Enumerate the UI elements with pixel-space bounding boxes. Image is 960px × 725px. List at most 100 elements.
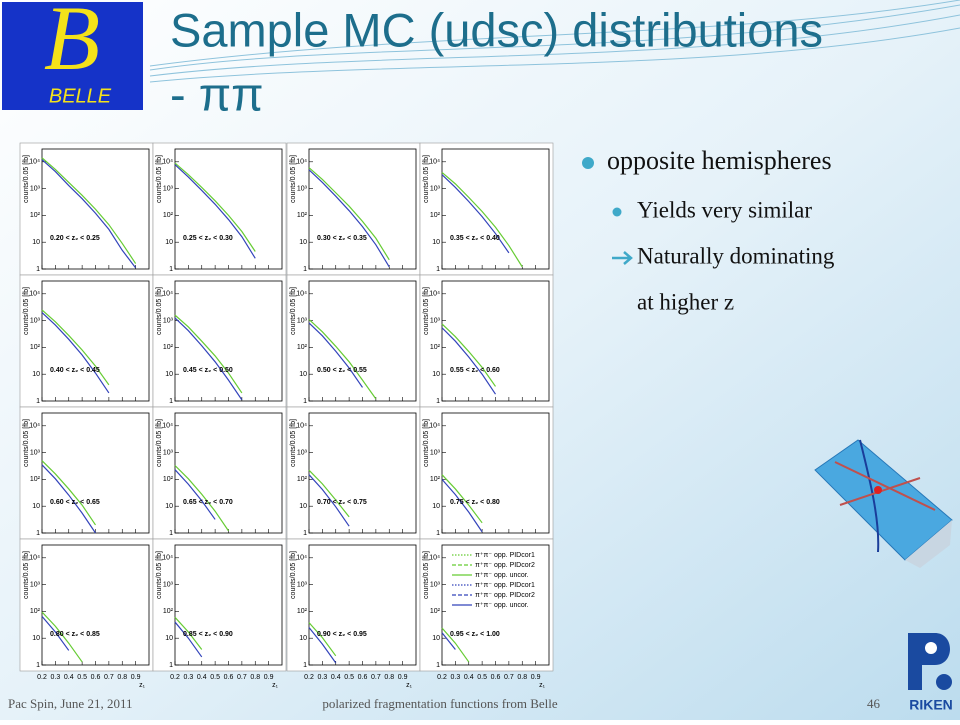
data-line — [441, 327, 496, 395]
y-tick-label: 1 — [169, 530, 173, 537]
y-tick-label: 10⁴ — [296, 555, 307, 562]
y-tick-label: 10³ — [30, 185, 41, 192]
y-tick-label: 10 — [32, 503, 40, 510]
y-tick-label: 10³ — [297, 449, 308, 456]
y-tick-label: 10² — [30, 212, 41, 219]
x-axis-label: z₁ — [139, 682, 146, 689]
y-tick-label: 1 — [169, 266, 173, 273]
y-axis-label: counts/0.05 [fb] — [423, 419, 430, 467]
y-tick-label: 10² — [297, 212, 308, 219]
x-tick-label: 0.9 — [398, 674, 408, 681]
y-tick-label: 10² — [430, 608, 441, 615]
y-axis-label: counts/0.05 [fb] — [290, 155, 297, 203]
x-axis-label: z₁ — [272, 682, 279, 689]
panel-label: 0.55 < z₂ < 0.60 — [450, 367, 500, 374]
y-tick-label: 10⁴ — [162, 555, 173, 562]
title: - ππ — [170, 67, 264, 120]
x-tick-label: 0.4 — [464, 674, 474, 681]
data-line — [174, 164, 256, 259]
y-axis-label: counts/0.05 [fb] — [423, 287, 430, 335]
y-tick-label: 10³ — [163, 449, 174, 456]
logo-text: BELLE — [49, 85, 112, 107]
panel-label: 0.85 < z₂ < 0.90 — [183, 631, 233, 638]
riken-text: RIKEN — [909, 697, 953, 713]
data-line — [174, 621, 203, 658]
y-tick-label: 10² — [297, 476, 308, 483]
y-tick-label: 10 — [299, 635, 307, 642]
data-line — [174, 465, 229, 532]
y-tick-label: 10³ — [297, 581, 308, 588]
plot-panel: 1 10 10² 10³ 10⁴ 0.2 0.3 0.4 0.5 0.6 0.7 0.8 0.9z₁ co… — [152, 538, 287, 689]
x-tick-label: 0.3 — [184, 674, 194, 681]
y-tick-label: 10⁴ — [429, 291, 440, 298]
y-tick-label: 10⁴ — [29, 423, 40, 430]
x-tick-label: 0.6 — [491, 674, 501, 681]
legend-label: π⁺π⁻ opp. PIDcor2 — [475, 592, 535, 599]
y-axis-label: counts/0.05 [fb] — [23, 155, 30, 203]
y-tick-label: 1 — [303, 398, 307, 405]
legend-label: π⁺π⁻ opp. uncor. — [475, 572, 529, 579]
y-tick-label: 1 — [436, 662, 440, 669]
data-line — [308, 469, 350, 518]
data-line — [41, 616, 70, 651]
bullet-dot — [612, 207, 622, 217]
belle-logo: B BELLE — [2, 0, 143, 110]
y-tick-label: 10⁴ — [29, 291, 40, 298]
y-tick-label: 10³ — [163, 185, 174, 192]
y-tick-label: 1 — [303, 530, 307, 537]
y-tick-label: 10⁴ — [29, 555, 40, 562]
y-tick-label: 1 — [36, 662, 40, 669]
panel-label: 0.80 < z₂ < 0.85 — [50, 631, 100, 638]
y-tick-label: 10³ — [430, 581, 441, 588]
legend-label: π⁺π⁻ opp. PIDcor2 — [475, 562, 535, 569]
data-line — [174, 314, 243, 394]
x-tick-label: 0.6 — [224, 674, 234, 681]
bullet-text: opposite hemispheres — [607, 146, 832, 175]
y-tick-label: 10 — [165, 503, 173, 510]
sub-bullet-text: at higher z — [637, 289, 734, 314]
data-line — [174, 616, 203, 650]
data-line — [308, 474, 350, 527]
data-line — [41, 611, 83, 663]
x-tick-label: 0.6 — [358, 674, 368, 681]
y-axis-label: counts/0.05 [fb] — [156, 155, 163, 203]
y-tick-label: 10 — [432, 635, 440, 642]
data-line — [441, 474, 483, 524]
y-tick-label: 10 — [432, 239, 440, 246]
panel-label: 0.35 < z₂ < 0.40 — [450, 235, 500, 242]
x-tick-label: 0.5 — [77, 674, 87, 681]
y-tick-label: 10² — [163, 344, 174, 351]
y-tick-label: 10² — [30, 608, 41, 615]
y-tick-label: 10³ — [430, 449, 441, 456]
y-tick-label: 10² — [297, 608, 308, 615]
x-tick-label: 0.6 — [91, 674, 101, 681]
plot-panel: 1 10 10² 10³ 10⁴ 0.2 0.3 0.4 0.5 0.6 0.7 0.8 0.9z₁ co… — [19, 538, 154, 689]
data-line — [441, 174, 510, 254]
y-tick-label: 10² — [163, 476, 174, 483]
y-tick-label: 10³ — [163, 317, 174, 324]
x-tick-label: 0.7 — [104, 674, 114, 681]
y-tick-label: 10⁴ — [296, 159, 307, 166]
x-tick-label: 0.5 — [344, 674, 354, 681]
data-line — [41, 460, 96, 526]
x-tick-label: 0.4 — [64, 674, 74, 681]
panel-label: 0.20 < z₂ < 0.25 — [50, 235, 100, 242]
data-line — [41, 312, 110, 394]
y-axis-label: counts/0.05 [fb] — [290, 551, 297, 599]
x-tick-label: 0.3 — [51, 674, 61, 681]
y-tick-label: 10 — [32, 239, 40, 246]
data-line — [441, 627, 470, 663]
y-tick-label: 10⁴ — [162, 291, 173, 298]
x-tick-label: 0.2 — [170, 674, 180, 681]
y-tick-label: 10² — [430, 212, 441, 219]
y-tick-label: 10 — [299, 371, 307, 378]
data-line — [41, 159, 137, 269]
